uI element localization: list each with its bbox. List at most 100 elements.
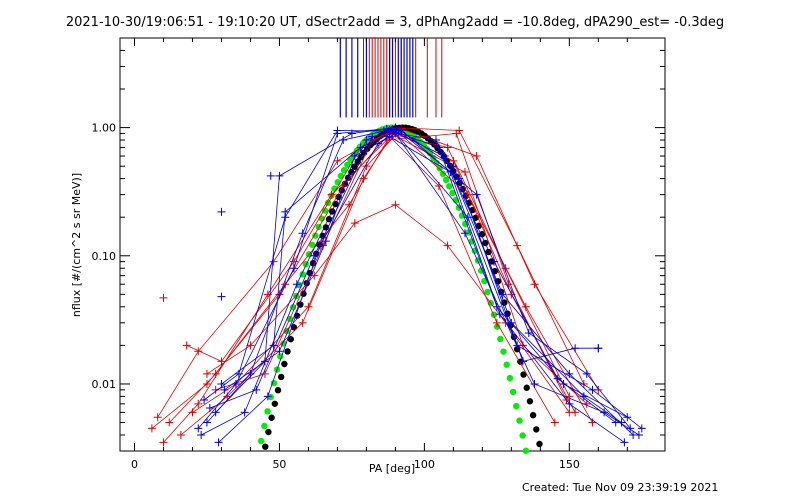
data-point [333, 126, 342, 135]
data-point [153, 413, 162, 422]
data-point [600, 408, 609, 417]
isolated-point-blue [594, 344, 603, 353]
fit-point [337, 172, 345, 180]
y-tick-label: 0.10 [92, 250, 117, 263]
fit-point [520, 371, 527, 378]
data-point [298, 229, 307, 238]
x-axis-label: PA [deg] [369, 462, 415, 475]
data-point [298, 318, 307, 327]
data-point [292, 280, 301, 289]
fit-point [503, 361, 510, 368]
data-point [359, 174, 368, 183]
series-blue-13 [197, 125, 603, 439]
data-point [197, 430, 206, 439]
data-point [182, 341, 191, 350]
isolated-point-blue [266, 171, 275, 180]
data-point [620, 438, 629, 447]
series-blue-16 [200, 126, 620, 427]
fit-point [265, 428, 272, 436]
data-point [530, 379, 539, 388]
series-line [218, 132, 640, 443]
fit-point [347, 156, 354, 163]
fit-point [261, 422, 268, 430]
fit-point [468, 238, 475, 245]
data-point [489, 257, 498, 266]
axes: 0 50 100 150 0.01 0.10 1.00 [92, 38, 665, 471]
series-red-7 [176, 130, 591, 439]
data-point [472, 190, 481, 199]
data-point [495, 310, 504, 319]
isolated-point-blue [217, 292, 226, 301]
data-point [452, 129, 461, 138]
series-line [201, 128, 599, 436]
data-point [321, 237, 330, 246]
series-blue-12 [217, 126, 646, 433]
fit-point [312, 232, 319, 239]
data-point [385, 132, 394, 141]
fit-point [274, 386, 282, 394]
series-line [192, 131, 593, 423]
data-point [443, 143, 452, 152]
isolated-point-blue [217, 207, 226, 216]
data-point [211, 408, 220, 417]
data-point [492, 318, 501, 327]
isolated-points [159, 171, 603, 353]
data-point [571, 344, 580, 353]
data-point [350, 152, 359, 161]
fit-point [458, 212, 466, 219]
fit-point [277, 373, 285, 381]
data-point [611, 418, 620, 427]
data-point [176, 430, 185, 439]
data-point [582, 369, 591, 378]
data-point [350, 219, 359, 228]
series-blue-17 [220, 132, 629, 447]
data-point [504, 280, 513, 289]
data-point [188, 408, 197, 417]
data-point [281, 280, 290, 289]
data-point [463, 213, 472, 222]
data-point [637, 424, 646, 433]
series-red-4 [188, 128, 597, 427]
fit-point [523, 384, 530, 391]
series-red-1 [153, 126, 580, 422]
x-tick-label: 0 [131, 458, 138, 471]
data-point [443, 241, 452, 250]
isolated-point-red [159, 293, 168, 302]
data-point [211, 385, 220, 394]
series-red-8 [159, 129, 571, 447]
fit-point [500, 348, 507, 355]
data-point [220, 385, 229, 394]
data-point [431, 136, 440, 145]
fit-point [526, 398, 534, 405]
fit-point [257, 437, 265, 445]
fit-point [529, 411, 537, 419]
data-point [397, 125, 406, 134]
fit-point [449, 189, 456, 197]
fit-point [340, 166, 348, 174]
fit-point [439, 170, 447, 178]
gaussian-fit-curves [257, 124, 543, 454]
data-point [194, 399, 203, 408]
fit-point [262, 443, 269, 450]
data-point [507, 318, 516, 327]
data-point [565, 399, 574, 408]
fit-point [268, 414, 275, 421]
data-point [252, 385, 261, 394]
fit-point [533, 426, 540, 433]
fit-point [446, 183, 453, 190]
data-point [205, 403, 214, 412]
fit-point [287, 336, 294, 343]
fit-point [281, 360, 288, 368]
series-line [151, 133, 570, 429]
chart-title: 2021-10-30/19:06:51 - 19:10:20 UT, dSect… [66, 15, 724, 30]
data-point [455, 174, 464, 183]
fit-point [344, 161, 351, 168]
y-tick-label: 0.01 [92, 378, 117, 391]
data-point [379, 127, 388, 136]
data-point [214, 438, 223, 447]
data-point [579, 379, 588, 388]
data-point [316, 241, 325, 250]
fit-point [442, 176, 450, 184]
data-point [234, 369, 243, 378]
fit-point [284, 348, 291, 355]
